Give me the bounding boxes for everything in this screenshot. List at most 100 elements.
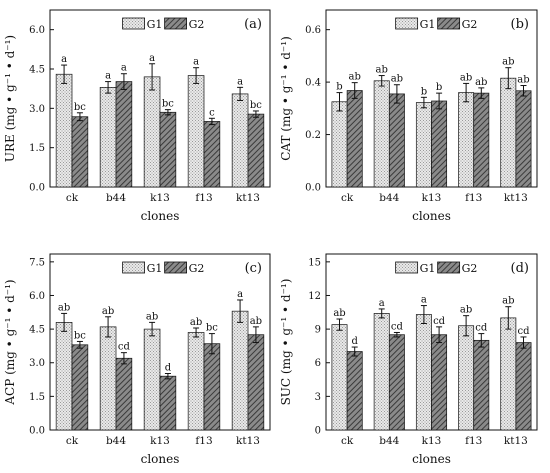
bar-g1-b44	[99, 87, 117, 188]
chart-panel-3: 0.0 1.5 3.0 4.5 6.0 7.5 ACP (mg • g⁻¹ • d⁻¹) cl…	[3, 253, 271, 466]
significance-label: a	[237, 289, 243, 300]
significance-label: a	[379, 298, 385, 309]
x-tick-label: kt13	[236, 192, 260, 204]
significance-label: a	[193, 57, 199, 68]
bar-g1-kt13	[231, 93, 249, 188]
significance-label: cd	[118, 342, 131, 353]
significance-label: ab	[58, 302, 70, 313]
bar-g2-b44	[115, 357, 133, 431]
y-tick-label: 3.0	[29, 358, 45, 369]
significance-label: bc	[250, 100, 262, 111]
significance-label: b	[421, 86, 427, 97]
bar-g2-ck	[71, 344, 89, 431]
bar-g2-k13	[159, 375, 177, 431]
y-tick-label: 3.0	[29, 104, 45, 115]
bar-g2-kt13	[247, 113, 265, 188]
bar-g2-ck	[346, 351, 363, 431]
panel-tag: (a)	[244, 17, 262, 32]
bar-g1-b44	[373, 313, 390, 431]
x-tick-label: ck	[66, 435, 79, 447]
bar-g1-b44	[373, 80, 390, 188]
bar-g2-k13	[159, 111, 177, 188]
bar-g2-kt13	[247, 334, 265, 431]
significance-label: ab	[349, 72, 361, 83]
x-tick-label: f13	[465, 435, 482, 447]
y-tick-label: 6	[315, 358, 321, 369]
legend: G1 G2	[122, 17, 204, 31]
legend-swatch-g1	[122, 261, 145, 274]
bar-g2-b44	[388, 93, 405, 188]
significance-label: ab	[376, 65, 388, 76]
x-tick-label: k13	[150, 192, 170, 204]
legend: G1 G2	[395, 261, 477, 275]
bar-g2-f13	[473, 339, 490, 431]
significance-label: d	[165, 363, 172, 374]
bar-g2-k13	[431, 334, 448, 431]
significance-label: a	[421, 295, 427, 306]
x-tick-label: f13	[195, 192, 212, 204]
significance-label: a	[237, 76, 243, 87]
y-tick-label: 0	[315, 426, 321, 437]
legend-swatch-g1	[395, 261, 419, 274]
significance-label: a	[61, 54, 67, 65]
y-axis-title: URE (mg • g⁻¹ • d⁻¹)	[3, 35, 17, 162]
x-tick-label: ck	[66, 192, 79, 204]
bar-g2-b44	[388, 334, 405, 431]
bar-g1-k13	[415, 102, 432, 188]
bar-g1-k13	[143, 76, 161, 188]
panel-tag: (c)	[245, 261, 262, 276]
legend-swatch-g1	[395, 17, 419, 30]
significance-label: bc	[162, 99, 174, 110]
x-tick-label: k13	[422, 435, 442, 447]
y-tick-label: 0.0	[29, 426, 45, 437]
bar-g2-kt13	[515, 342, 532, 431]
legend-swatch-g2	[437, 17, 461, 30]
y-tick-label: 6.0	[29, 291, 45, 302]
significance-label: ab	[475, 77, 487, 88]
bar-g1-kt13	[231, 310, 249, 431]
bar-g2-b44	[115, 81, 133, 188]
y-axis-title: CAT (mg • g⁻¹ • d⁻¹)	[279, 36, 293, 161]
significance-label: ab	[102, 306, 114, 317]
y-tick-label: 15	[308, 257, 321, 268]
significance-label: bc	[74, 102, 86, 113]
y-tick-label: 9	[315, 325, 321, 336]
x-tick-label: b44	[379, 192, 399, 204]
x-axis-title: clones	[412, 452, 451, 466]
significance-label: ab	[391, 74, 403, 85]
legend-swatch-g1	[122, 17, 145, 30]
legend-swatch-g2	[164, 17, 188, 30]
bar-g2-kt13	[515, 90, 532, 188]
x-tick-label: kt13	[504, 435, 528, 447]
x-tick-label: ck	[341, 192, 354, 204]
y-tick-label: 1.5	[29, 143, 45, 154]
x-tick-label: k13	[422, 192, 442, 204]
significance-label: cd	[475, 323, 488, 334]
bar-g1-kt13	[500, 317, 517, 431]
x-tick-label: kt13	[236, 435, 260, 447]
y-tick-label: 0.6	[305, 25, 321, 36]
bar-g1-b44	[99, 326, 117, 431]
y-tick-label: 0.2	[305, 130, 321, 141]
significance-label: ab	[502, 296, 514, 307]
bar-g1-kt13	[500, 77, 517, 188]
y-tick-label: 4.5	[29, 65, 45, 76]
significance-label: ab	[190, 317, 202, 328]
significance-label: ab	[333, 308, 345, 319]
significance-label: d	[351, 336, 358, 347]
significance-label: cd	[391, 321, 404, 332]
bar-g1-ck	[331, 101, 348, 188]
legend-swatch-g2	[437, 261, 461, 274]
x-tick-label: b44	[106, 435, 126, 447]
significance-label: cd	[517, 326, 530, 337]
bar-g2-f13	[203, 343, 221, 431]
significance-label: ab	[460, 72, 472, 83]
y-tick-label: 0.0	[29, 183, 45, 194]
bar-g1-f13	[187, 332, 205, 431]
y-tick-label: 3	[315, 392, 321, 403]
y-tick-label: 0.4	[305, 78, 321, 89]
y-tick-label: 6.0	[29, 25, 45, 36]
x-tick-label: kt13	[504, 192, 528, 204]
significance-label: c	[209, 107, 215, 118]
y-tick-label: 0.0	[305, 183, 321, 194]
